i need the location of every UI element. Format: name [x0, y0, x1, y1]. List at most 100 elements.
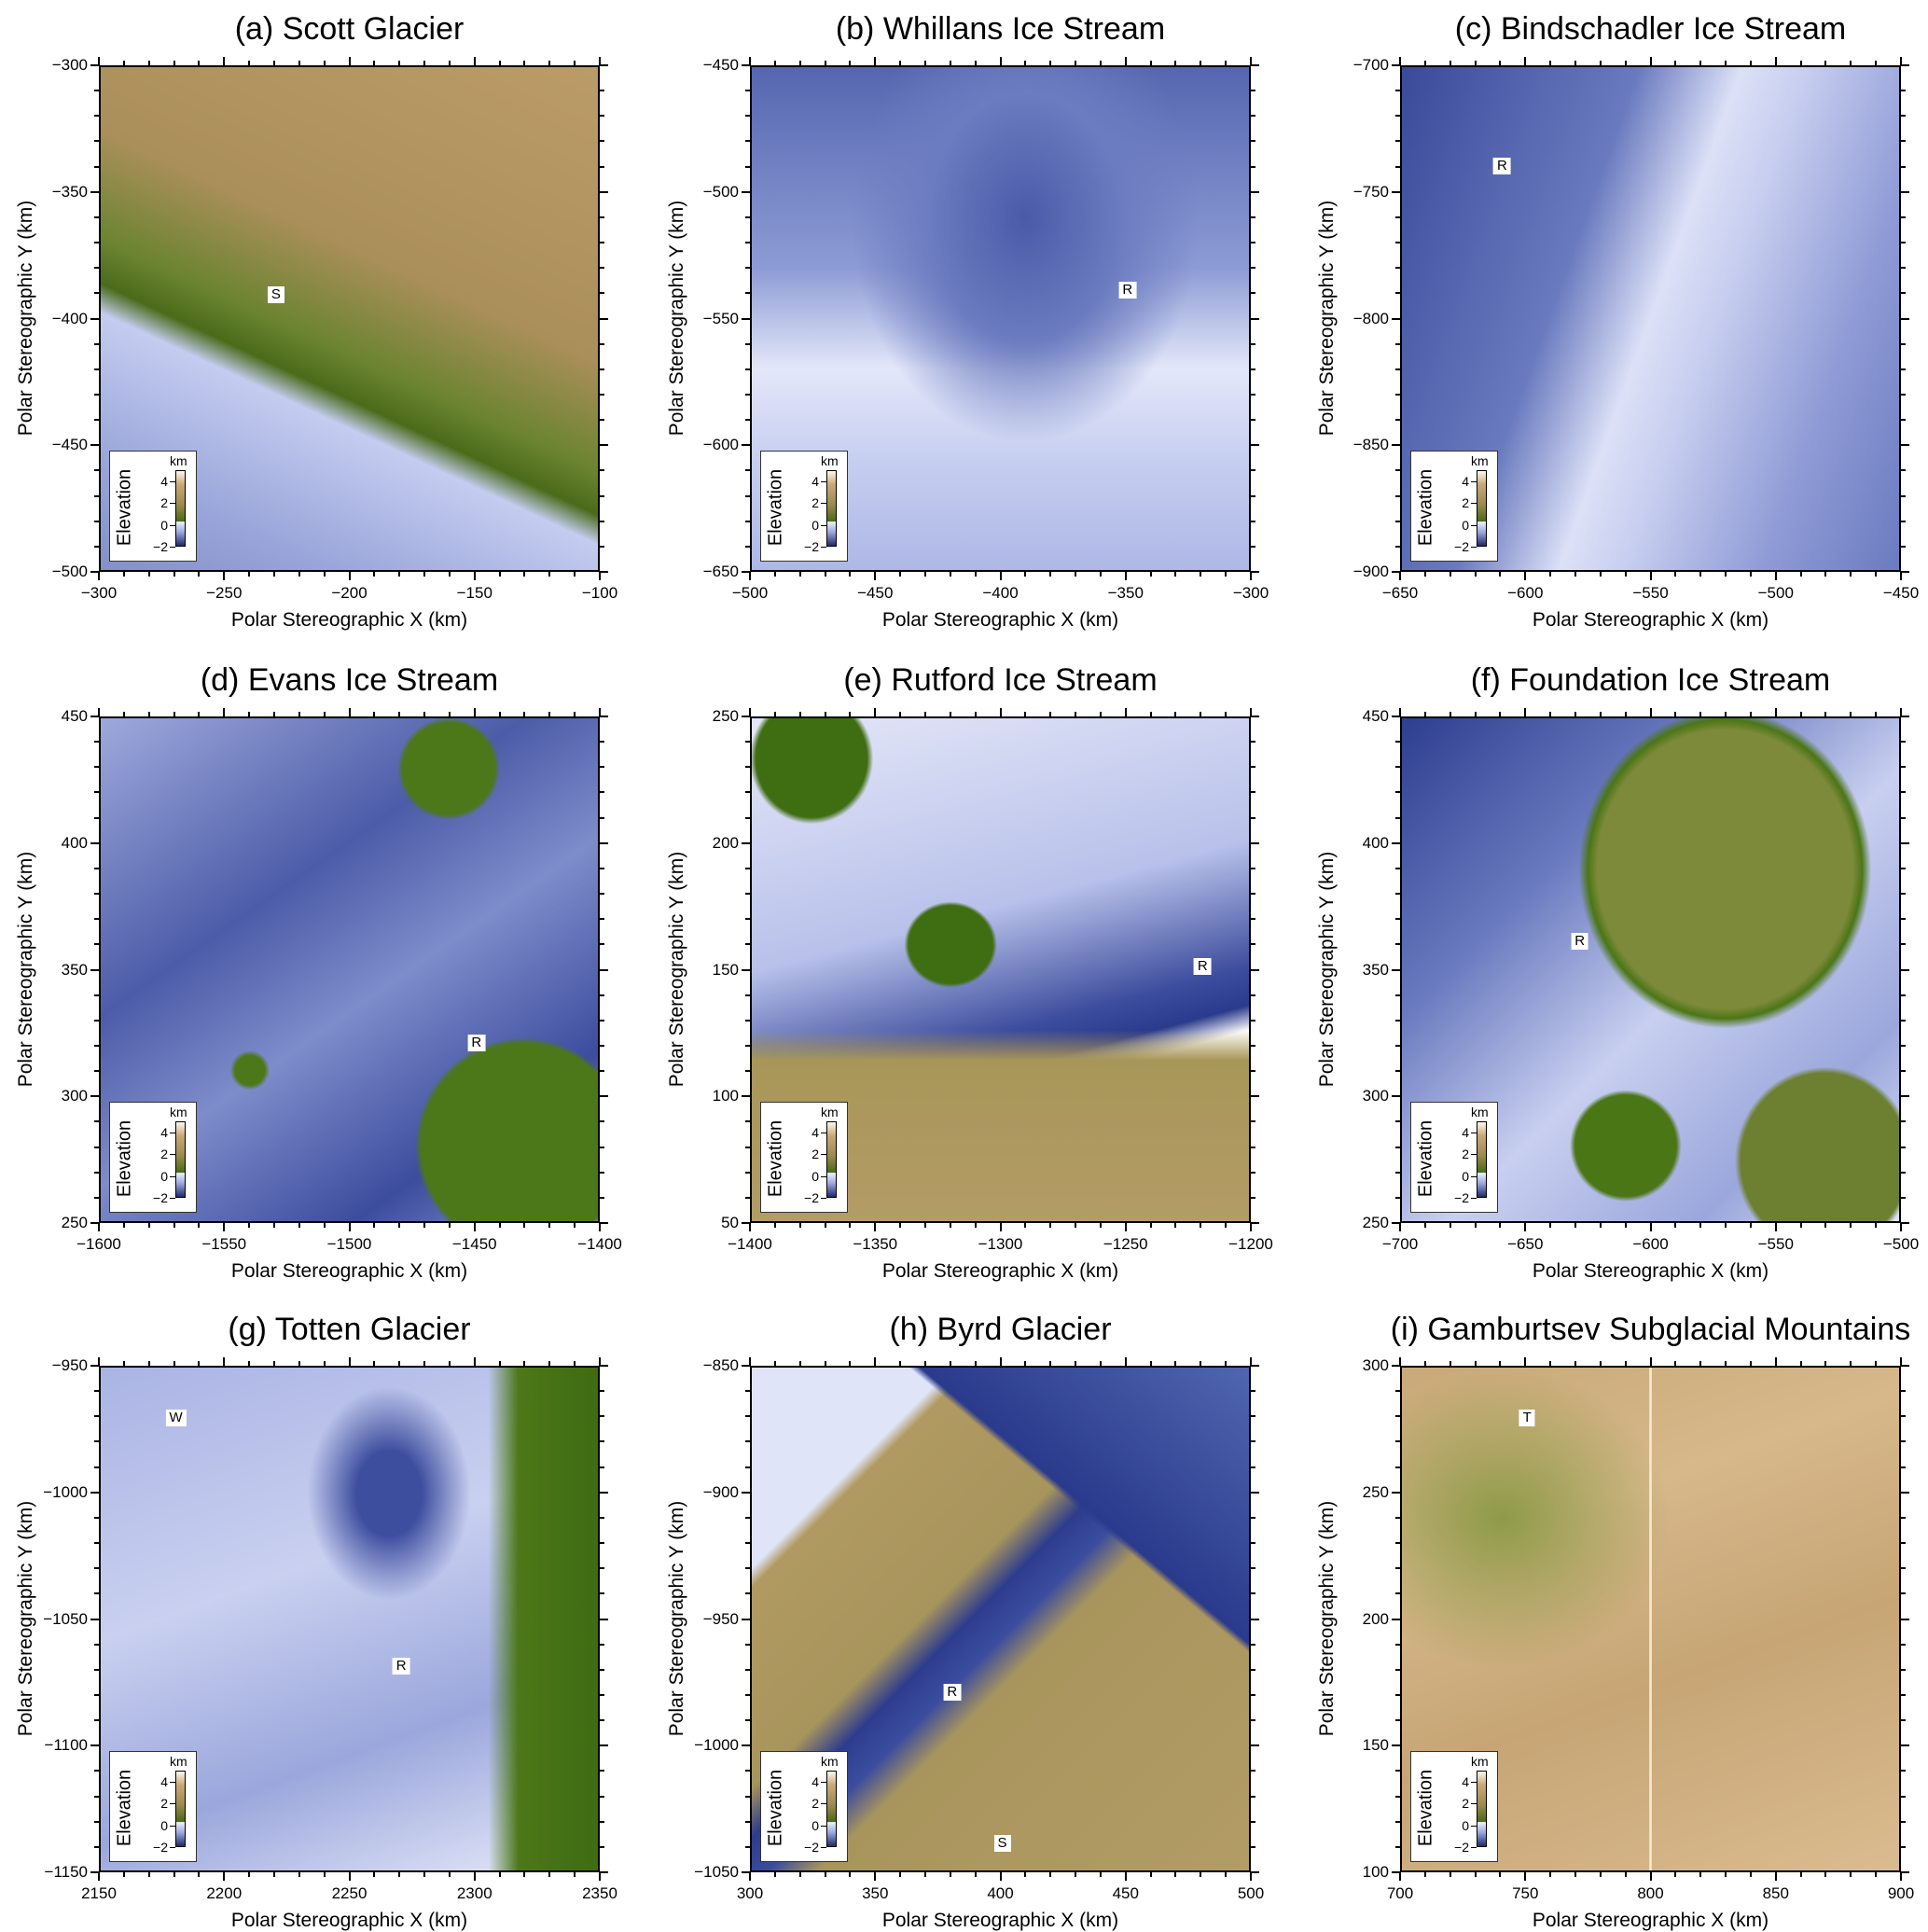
- x-minor-tick: [1024, 1361, 1027, 1366]
- x-minor-tick: [1499, 572, 1502, 577]
- y-axis-label-text: Polar Stereographic Y (km): [1316, 1500, 1338, 1737]
- y-minor-tick: [1395, 469, 1400, 472]
- y-tick-label: −300: [51, 56, 88, 74]
- x-minor-tick: [147, 1872, 150, 1877]
- x-major-tick: [1774, 1223, 1777, 1231]
- x-tick-label: −1350: [853, 1235, 898, 1253]
- x-minor-tick: [1574, 572, 1576, 577]
- y-minor-tick: [94, 1120, 99, 1123]
- panel-title: (c) Bindschadler Ice Stream: [1454, 11, 1847, 47]
- x-minor-tick: [1824, 61, 1827, 65]
- x-minor-tick: [498, 61, 501, 65]
- y-tick-label: −400: [51, 309, 88, 327]
- x-minor-tick: [323, 61, 326, 65]
- x-minor-tick: [548, 1223, 551, 1228]
- y-minor-tick: [1395, 1770, 1400, 1772]
- y-minor-tick: [600, 1146, 604, 1148]
- y-minor-tick: [1395, 419, 1400, 422]
- x-major-tick: [348, 57, 351, 65]
- x-minor-tick: [298, 1872, 300, 1877]
- x-tick-label: −1300: [978, 1235, 1023, 1253]
- x-minor-tick: [1875, 1223, 1878, 1228]
- x-minor-tick: [1423, 61, 1426, 65]
- colorbar-unit: km: [170, 1754, 187, 1769]
- y-minor-tick: [600, 419, 604, 422]
- y-major-tick: [1392, 444, 1400, 447]
- elevation-colorbar-legend: Elevation km 4 2 0 −2: [109, 451, 197, 562]
- x-minor-tick: [574, 61, 576, 65]
- y-major-tick: [90, 1365, 99, 1367]
- y-minor-tick: [1901, 1542, 1906, 1545]
- y-minor-tick: [600, 90, 604, 92]
- y-minor-tick: [1251, 1171, 1255, 1174]
- y-minor-tick: [1395, 1415, 1400, 1418]
- y-minor-tick: [1395, 140, 1400, 143]
- colorbar-tick: [1471, 524, 1477, 526]
- y-minor-tick: [1901, 816, 1906, 819]
- y-tick-label: −1050: [694, 1863, 739, 1881]
- y-minor-tick: [1395, 115, 1400, 118]
- x-major-tick: [473, 57, 476, 65]
- y-major-tick: [1392, 190, 1400, 193]
- y-minor-tick: [745, 393, 750, 396]
- map-panel: (c) Bindschadler Ice Stream R Elevation km 4…: [1316, 11, 1919, 631]
- y-minor-tick: [1901, 741, 1906, 744]
- x-minor-tick: [373, 1361, 376, 1366]
- x-major-tick: [1250, 1872, 1252, 1881]
- y-minor-tick: [1251, 90, 1255, 92]
- y-major-tick: [742, 1491, 750, 1494]
- y-minor-tick: [1395, 1171, 1400, 1174]
- x-major-tick: [999, 1223, 1002, 1231]
- x-minor-tick: [574, 712, 576, 716]
- x-minor-tick: [147, 712, 150, 716]
- y-major-tick: [1392, 64, 1400, 66]
- y-axis-label-text: Polar Stereographic Y (km): [666, 851, 687, 1088]
- y-major-tick: [600, 1871, 608, 1873]
- x-minor-tick: [1674, 712, 1677, 716]
- y-minor-tick: [94, 90, 99, 92]
- x-minor-tick: [1099, 1223, 1102, 1228]
- x-minor-tick: [1549, 61, 1552, 65]
- y-minor-tick: [1395, 1643, 1400, 1646]
- y-tick-label: −800: [1352, 309, 1389, 327]
- x-tick-label: −650: [1507, 1235, 1544, 1253]
- y-major-tick: [1251, 1095, 1259, 1098]
- y-major-tick: [1392, 1222, 1400, 1224]
- y-minor-tick: [600, 766, 604, 769]
- x-minor-tick: [1024, 1223, 1027, 1228]
- x-minor-tick: [1850, 1361, 1852, 1366]
- x-minor-tick: [323, 1223, 326, 1228]
- x-tick-label: −500: [1757, 584, 1794, 602]
- y-minor-tick: [1251, 215, 1255, 218]
- x-minor-tick: [272, 61, 275, 65]
- y-minor-tick: [600, 1567, 604, 1570]
- x-tick-label: −450: [1882, 584, 1920, 602]
- y-minor-tick: [1901, 520, 1906, 522]
- y-minor-tick: [1251, 1466, 1255, 1468]
- x-major-tick: [1124, 57, 1127, 65]
- y-tick-label: −900: [1352, 563, 1389, 580]
- x-minor-tick: [448, 61, 451, 65]
- x-minor-tick: [1674, 1223, 1677, 1228]
- y-minor-tick: [745, 1592, 750, 1595]
- x-minor-tick: [1075, 1223, 1077, 1228]
- x-minor-tick: [1799, 712, 1802, 716]
- x-minor-tick: [1725, 1223, 1727, 1228]
- y-major-tick: [1901, 571, 1909, 573]
- x-major-tick: [874, 708, 877, 716]
- y-minor-tick: [94, 494, 99, 497]
- x-minor-tick: [1725, 572, 1727, 577]
- x-minor-tick: [849, 1361, 852, 1366]
- y-minor-tick: [1251, 1668, 1255, 1671]
- y-minor-tick: [600, 1845, 604, 1848]
- y-minor-tick: [600, 1440, 604, 1443]
- x-minor-tick: [1049, 1361, 1052, 1366]
- x-minor-tick: [147, 61, 150, 65]
- y-minor-tick: [94, 419, 99, 422]
- colorbar-tick-label: −2: [153, 1840, 168, 1855]
- colorbar-tick: [170, 1781, 175, 1783]
- x-minor-tick: [548, 61, 551, 65]
- colorbar-tick: [170, 547, 175, 548]
- y-major-tick: [600, 841, 608, 844]
- x-minor-tick: [798, 1223, 801, 1228]
